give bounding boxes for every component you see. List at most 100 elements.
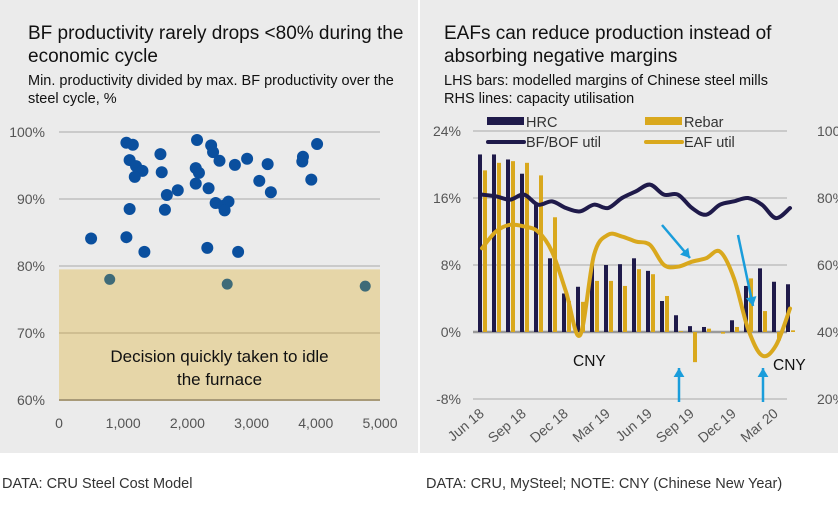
hrc-bar [520, 173, 524, 332]
rebar-bar [553, 217, 557, 332]
left-chart-panel: BF productivity rarely drops <80% during… [0, 0, 418, 453]
x-tick-label: 0 [55, 415, 63, 431]
data-point [189, 177, 202, 190]
y-right-tick-label: 80% [817, 190, 838, 206]
arrow-up-feb20-head [757, 368, 769, 377]
x-tick-label: Mar 20 [737, 405, 781, 445]
data-point [228, 158, 241, 171]
rebar-bar [623, 285, 627, 332]
hrc-bar [576, 286, 580, 332]
zone-annotation-line1: Decision quickly taken to idle [110, 347, 328, 366]
data-point [155, 166, 168, 179]
hrc-bar [492, 154, 496, 332]
rebar-bar [609, 280, 613, 332]
hrc-bar [632, 258, 636, 332]
bf-bof-util-line [480, 182, 792, 221]
rebar-bar [763, 311, 767, 332]
hrc-bar [674, 315, 678, 332]
cny-label-2020: CNY [773, 357, 806, 374]
data-point [138, 245, 151, 258]
hrc-bar [562, 293, 566, 332]
y-left-tick-label: 24% [433, 123, 461, 139]
legend-hrc-swatch [487, 117, 524, 125]
rebar-bar [525, 162, 529, 332]
left-chart-subtitle: Min. productivity divided by max. BF pro… [28, 73, 394, 107]
scatter-chart: 60% 70% 80% 90% 100% 0 1,000 2,000 3,000 4,000 5,0… [9, 124, 398, 431]
data-point [120, 231, 133, 244]
data-point-below-80 [104, 273, 116, 285]
hrc-bar [744, 285, 748, 332]
right-chart-title: EAFs can reduce production instead of ab… [444, 23, 772, 67]
x-tick-label: Jun 18 [444, 405, 487, 444]
legend-rebar-swatch [645, 117, 682, 125]
left-chart-title: BF productivity rarely drops <80% during… [28, 23, 404, 67]
hrc-bar [506, 159, 510, 332]
data-point [311, 138, 324, 151]
rebar-bar [483, 170, 487, 332]
x-tick-label: 3,000 [234, 415, 269, 431]
rebar-bar [721, 332, 725, 334]
subtitle-line-2: RHS lines: capacity utilisation [444, 91, 635, 107]
right-source-note: DATA: CRU, MySteel; NOTE: CNY (Chinese N… [426, 476, 783, 492]
x-tick-label: Dec 19 [695, 405, 739, 446]
x-tick-label: 2,000 [170, 415, 205, 431]
x-tick-label: Sep 18 [485, 405, 529, 446]
arrow-down-mar20-head [745, 296, 757, 306]
rebar-bar [735, 326, 739, 332]
data-point [241, 152, 254, 165]
hrc-bar [534, 204, 538, 332]
rebar-bar [497, 162, 501, 332]
rebar-bar [595, 280, 599, 332]
hrc-bar [478, 154, 482, 332]
x-tick-label: 5,000 [362, 415, 397, 431]
rebar-bar [511, 161, 515, 332]
data-point [191, 134, 204, 147]
rebar-bar [707, 328, 711, 332]
rebar-bar [693, 332, 697, 363]
hrc-bar [548, 258, 552, 332]
data-point [207, 146, 220, 159]
data-point [218, 204, 231, 217]
right-chart-panel: EAFs can reduce production instead of ab… [420, 0, 838, 453]
data-point [123, 203, 136, 216]
y-tick-label: 90% [17, 191, 45, 207]
cny-label-2019: CNY [573, 353, 606, 370]
y-tick-label: 70% [17, 325, 45, 341]
rebar-bar [539, 175, 543, 332]
hrc-bar [590, 265, 594, 332]
subtitle-line-1: LHS bars: modelled margins of Chinese st… [444, 73, 768, 89]
y-right-tick-label: 60% [817, 257, 838, 273]
data-point [202, 182, 215, 195]
y-left-tick-label: 8% [441, 257, 461, 273]
hrc-bar [786, 284, 790, 332]
x-tick-label: 4,000 [298, 415, 333, 431]
data-point [158, 203, 171, 216]
data-point [192, 166, 205, 179]
arrow-down-jul19-head [680, 247, 690, 258]
data-point [154, 148, 167, 161]
arrow-down-mar20 [736, 234, 755, 307]
x-tick-label: Sep 19 [653, 405, 697, 446]
x-tick-label: Jun 19 [612, 405, 655, 444]
rebar-bar [567, 301, 571, 332]
zone-annotation-line2: the furnace [177, 370, 262, 389]
arrow-up-sep19-head [673, 368, 685, 377]
data-point [213, 154, 226, 167]
y-right-tick-label: 100% [817, 123, 838, 139]
y-right-tick-label: 20% [817, 391, 838, 407]
hrc-bar [646, 270, 650, 332]
data-point [305, 173, 318, 186]
rebar-bar [679, 331, 683, 332]
legend-rebar-label: Rebar [684, 115, 724, 131]
bar-line-chart: -8% 20% 0% 40% 8% 60% 16% 80% 24% 100% HRC Rebar BF/… [433, 115, 838, 446]
data-point [296, 155, 309, 168]
y-left-tick-label: 0% [441, 324, 461, 340]
x-tick-label: 1,000 [106, 415, 141, 431]
hrc-bar [772, 281, 776, 332]
right-chart-subtitle: LHS bars: modelled margins of Chinese st… [444, 72, 824, 108]
rebar-bar [665, 295, 669, 332]
data-point [128, 170, 141, 183]
data-point [171, 184, 184, 197]
hrc-bar [758, 268, 762, 332]
data-point [264, 186, 277, 199]
